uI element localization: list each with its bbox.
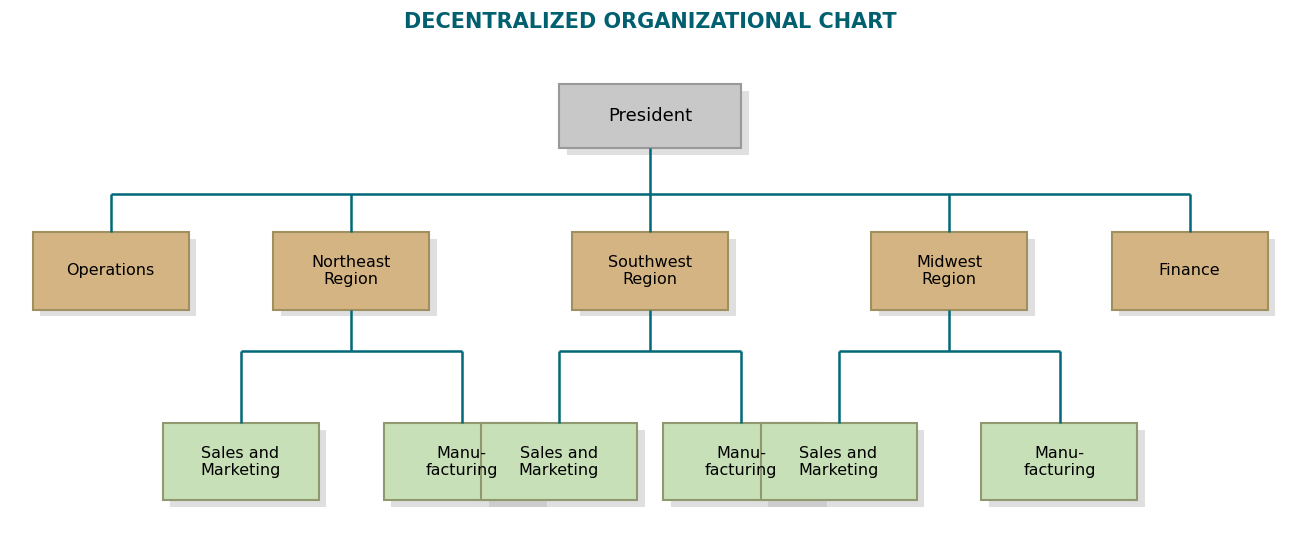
FancyBboxPatch shape	[871, 232, 1027, 310]
FancyBboxPatch shape	[580, 239, 736, 316]
FancyBboxPatch shape	[384, 423, 540, 500]
FancyBboxPatch shape	[481, 423, 637, 500]
Text: Manu-
facturing: Manu- facturing	[1023, 446, 1096, 478]
Text: Northeast
Region: Northeast Region	[311, 255, 391, 287]
FancyBboxPatch shape	[170, 430, 326, 507]
FancyBboxPatch shape	[768, 430, 924, 507]
Text: Manu-
facturing: Manu- facturing	[705, 446, 777, 478]
FancyBboxPatch shape	[162, 423, 318, 500]
Text: Sales and
Marketing: Sales and Marketing	[519, 446, 599, 478]
FancyBboxPatch shape	[273, 232, 429, 310]
FancyBboxPatch shape	[559, 84, 741, 148]
Text: Operations: Operations	[66, 263, 155, 279]
FancyBboxPatch shape	[32, 232, 188, 310]
FancyBboxPatch shape	[489, 430, 645, 507]
Text: Midwest
Region: Midwest Region	[916, 255, 982, 287]
Text: Sales and
Marketing: Sales and Marketing	[200, 446, 281, 478]
FancyBboxPatch shape	[663, 423, 819, 500]
FancyBboxPatch shape	[879, 239, 1035, 316]
FancyBboxPatch shape	[989, 430, 1145, 507]
FancyBboxPatch shape	[760, 423, 916, 500]
Text: Finance: Finance	[1158, 263, 1221, 279]
Text: President: President	[608, 107, 692, 125]
FancyBboxPatch shape	[671, 430, 827, 507]
Text: Southwest
Region: Southwest Region	[608, 255, 692, 287]
FancyBboxPatch shape	[391, 430, 547, 507]
FancyBboxPatch shape	[281, 239, 437, 316]
FancyBboxPatch shape	[40, 239, 196, 316]
Text: Manu-
facturing: Manu- facturing	[425, 446, 498, 478]
Text: DECENTRALIZED ORGANIZATIONAL CHART: DECENTRALIZED ORGANIZATIONAL CHART	[404, 12, 896, 32]
FancyBboxPatch shape	[1112, 232, 1268, 310]
FancyBboxPatch shape	[982, 423, 1138, 500]
FancyBboxPatch shape	[1119, 239, 1275, 316]
FancyBboxPatch shape	[567, 91, 749, 154]
FancyBboxPatch shape	[572, 232, 728, 310]
Text: Sales and
Marketing: Sales and Marketing	[798, 446, 879, 478]
